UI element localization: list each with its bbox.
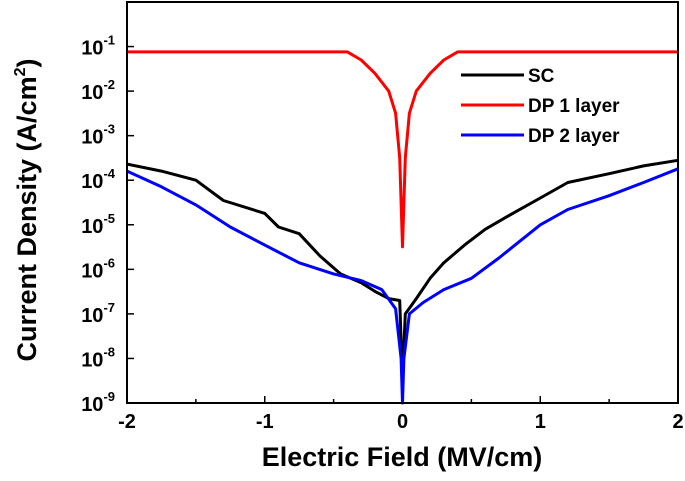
y-tick-label: 10-5 — [81, 211, 115, 238]
y-tick-label: 10-3 — [81, 122, 115, 149]
legend-label: DP 1 layer — [528, 96, 620, 117]
y-tick-label: 10-7 — [81, 300, 115, 327]
x-tick-label: 1 — [535, 411, 546, 433]
x-tick-label: -2 — [118, 411, 136, 433]
y-tick-label: 10-6 — [81, 255, 115, 282]
ticks: -2 -1 0 1 2 10-1 10-2 10-3 10-4 10-5 10-6 10-7 10-8 1… — [81, 33, 683, 433]
series-line-dp-1-layer — [127, 50, 678, 249]
legend-label: DP 2 layer — [528, 126, 620, 147]
y-axis-title: Current Density (A/cm2) — [12, 59, 42, 362]
x-tick-label: 2 — [672, 411, 683, 433]
x-tick-label: -1 — [256, 411, 274, 433]
legend: SC DP 1 layer DP 2 layer — [461, 66, 620, 147]
y-tick-label: 10-9 — [81, 389, 115, 416]
y-tick-label: 10-1 — [81, 33, 115, 60]
plot-frame — [126, 1, 679, 404]
series-line-sc — [126, 158, 679, 382]
legend-label: SC — [528, 66, 555, 87]
y-tick-label: 10-8 — [81, 344, 115, 371]
y-tick-label: 10-2 — [81, 77, 115, 104]
y-tick-label: 10-4 — [81, 166, 116, 193]
x-tick-label: 0 — [397, 411, 408, 433]
x-axis-title: Electric Field (MV/cm) — [262, 442, 543, 472]
